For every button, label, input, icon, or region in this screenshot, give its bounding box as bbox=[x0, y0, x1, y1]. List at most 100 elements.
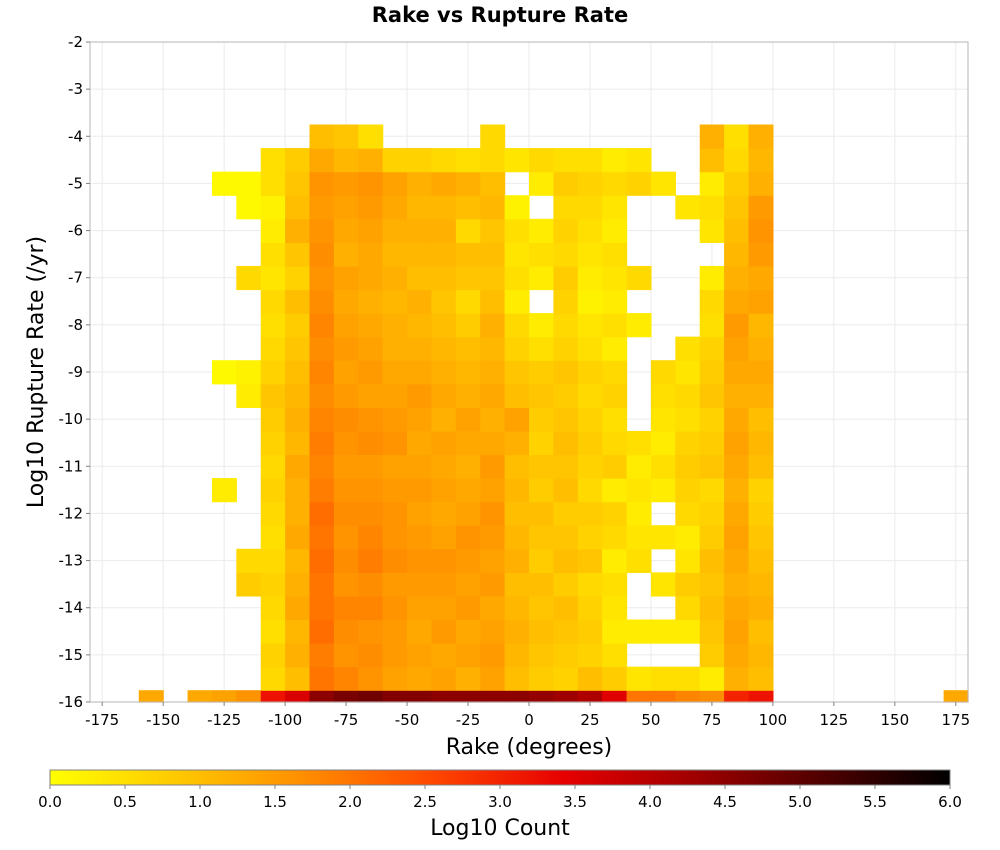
heatmap-cell bbox=[309, 478, 335, 503]
heatmap-cell bbox=[480, 313, 506, 338]
x-tick-label: 100 bbox=[759, 711, 788, 729]
heatmap-cell bbox=[333, 171, 359, 196]
heatmap-cell bbox=[553, 430, 579, 456]
heatmap-cell bbox=[333, 313, 359, 338]
heatmap-cell bbox=[260, 336, 286, 361]
heatmap-cell bbox=[455, 666, 481, 691]
heatmap-cell bbox=[626, 454, 652, 479]
x-tick-label: -75 bbox=[334, 711, 359, 729]
heatmap-cell bbox=[382, 336, 408, 361]
heatmap-cell bbox=[650, 619, 676, 644]
heatmap-cell bbox=[455, 690, 481, 703]
heatmap-cell bbox=[358, 430, 384, 456]
heatmap-cell bbox=[602, 548, 628, 573]
heatmap-cell bbox=[407, 242, 433, 267]
heatmap-cell bbox=[382, 430, 408, 456]
heatmap-cell bbox=[553, 383, 579, 408]
heatmap-cell bbox=[699, 454, 725, 479]
heatmap-cell bbox=[480, 148, 506, 173]
heatmap-cell bbox=[748, 478, 774, 503]
heatmap-cell bbox=[602, 619, 628, 644]
heatmap-cell bbox=[309, 289, 335, 314]
heatmap-cell bbox=[529, 548, 554, 573]
heatmap-cell bbox=[431, 430, 457, 456]
heatmap-cell bbox=[529, 572, 554, 597]
heatmap-cell bbox=[382, 595, 408, 621]
heatmap-cell bbox=[285, 289, 311, 314]
heatmap-cell bbox=[407, 360, 433, 385]
heatmap-cell bbox=[285, 643, 311, 668]
colorbar-tick-label: 3.0 bbox=[488, 793, 512, 811]
heatmap-cell bbox=[431, 171, 457, 196]
heatmap-cell bbox=[260, 690, 286, 703]
heatmap-cell bbox=[577, 525, 603, 550]
x-tick-label: -150 bbox=[146, 711, 180, 729]
y-tick-label: -12 bbox=[59, 504, 84, 522]
heatmap-cell bbox=[309, 430, 335, 456]
heatmap-cell bbox=[602, 195, 628, 220]
heatmap-cell bbox=[602, 289, 628, 314]
heatmap-cell bbox=[650, 572, 676, 597]
heatmap-cell bbox=[285, 619, 311, 644]
heatmap-cell bbox=[699, 336, 725, 361]
heatmap-cell bbox=[602, 525, 628, 550]
heatmap-cell bbox=[382, 242, 408, 267]
heatmap-cell bbox=[724, 525, 750, 550]
heatmap-cell bbox=[431, 313, 457, 338]
y-tick-label: -5 bbox=[68, 174, 83, 192]
heatmap-cell bbox=[529, 666, 554, 691]
heatmap-cell bbox=[748, 666, 774, 691]
heatmap-cell bbox=[236, 360, 262, 385]
heatmap-cell bbox=[431, 383, 457, 408]
heatmap-cell bbox=[626, 171, 652, 196]
heatmap-cell bbox=[602, 407, 628, 432]
heatmap-cell bbox=[382, 360, 408, 385]
heatmap-cell bbox=[504, 454, 530, 479]
heatmap-cell bbox=[455, 430, 481, 456]
heatmap-cell bbox=[455, 478, 481, 503]
heatmap-cell bbox=[553, 525, 579, 550]
heatmap-cell bbox=[407, 690, 433, 703]
heatmap-cell bbox=[748, 171, 774, 196]
heatmap-cell bbox=[431, 478, 457, 503]
heatmap-cell bbox=[724, 265, 750, 291]
heatmap-cell bbox=[333, 124, 359, 149]
heatmap-cell bbox=[333, 336, 359, 361]
heatmap-cell bbox=[333, 265, 359, 291]
heatmap-cell bbox=[309, 313, 335, 338]
heatmap-cell bbox=[309, 501, 335, 526]
heatmap-cell bbox=[480, 454, 506, 479]
heatmap-cell bbox=[211, 690, 237, 703]
heatmap-cell bbox=[407, 548, 433, 573]
heatmap-cell bbox=[504, 195, 530, 220]
heatmap-cell bbox=[455, 336, 481, 361]
heatmap-cell bbox=[358, 666, 384, 691]
heatmap-cell bbox=[504, 148, 530, 173]
heatmap-cell bbox=[699, 313, 725, 338]
x-tick-label: -100 bbox=[268, 711, 302, 729]
x-tick-label: -50 bbox=[395, 711, 420, 729]
y-tick-label: -16 bbox=[59, 693, 84, 711]
heatmap-cell bbox=[382, 548, 408, 573]
heatmap-cell bbox=[504, 525, 530, 550]
heatmap-cell bbox=[724, 548, 750, 573]
heatmap-cell bbox=[358, 171, 384, 196]
heatmap-cell bbox=[480, 690, 506, 703]
heatmap-cell bbox=[260, 525, 286, 550]
heatmap-cell bbox=[285, 572, 311, 597]
heatmap-cell bbox=[748, 148, 774, 173]
x-tick-label: 175 bbox=[941, 711, 970, 729]
heatmap-cell bbox=[260, 148, 286, 173]
heatmap-cell bbox=[577, 501, 603, 526]
heatmap-cell bbox=[285, 595, 311, 621]
heatmap-cell bbox=[748, 242, 774, 267]
heatmap-cell bbox=[407, 289, 433, 314]
heatmap-cell bbox=[529, 265, 554, 291]
heatmap-cell bbox=[480, 265, 506, 291]
heatmap-cell bbox=[626, 313, 652, 338]
heatmap-cell bbox=[553, 242, 579, 267]
heatmap-cell bbox=[602, 666, 628, 691]
heatmap-cell bbox=[675, 572, 701, 597]
y-tick-label: -2 bbox=[68, 33, 83, 51]
heatmap-cell bbox=[504, 548, 530, 573]
